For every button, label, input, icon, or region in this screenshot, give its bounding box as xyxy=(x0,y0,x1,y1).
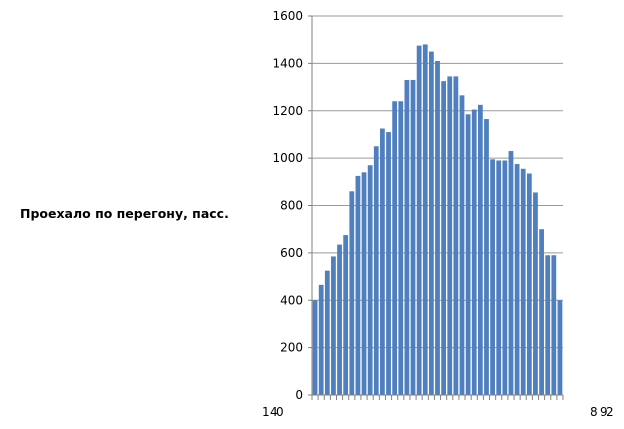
y-tick-labels: 0 200 400 600 800 1000 1200 1400 1600 xyxy=(272,9,303,402)
bar xyxy=(490,159,495,395)
bar xyxy=(404,79,410,396)
bar xyxy=(398,101,404,396)
x-tick-label: 2 xyxy=(606,405,614,419)
x-tick-labels: 1 40 8 92 xyxy=(262,405,614,419)
bar xyxy=(355,175,361,395)
bar xyxy=(416,45,422,396)
bar xyxy=(318,284,324,395)
bar xyxy=(373,146,379,395)
bar xyxy=(380,128,385,395)
bar xyxy=(422,44,428,396)
bar xyxy=(392,101,398,396)
bar xyxy=(477,104,483,395)
bar xyxy=(453,76,459,396)
bar xyxy=(331,256,336,395)
bar xyxy=(441,81,447,395)
y-tick-label: 800 xyxy=(280,199,303,213)
x-tick-label: 0 xyxy=(276,405,284,419)
bar xyxy=(539,229,544,395)
bars xyxy=(312,44,563,396)
bar xyxy=(447,76,453,396)
bar xyxy=(343,235,349,395)
bar xyxy=(349,191,355,395)
bar xyxy=(459,95,465,395)
bar xyxy=(551,255,557,395)
bar xyxy=(386,132,391,395)
x-tick-label: 1 xyxy=(262,405,270,419)
x-tick-label: 9 xyxy=(600,405,608,419)
x-tick-label: 8 xyxy=(590,405,598,419)
bar xyxy=(520,168,526,395)
y-tick-label: 1400 xyxy=(272,56,303,70)
bar xyxy=(471,109,477,395)
bar xyxy=(533,192,538,395)
bar xyxy=(361,172,367,395)
bar xyxy=(367,165,373,395)
bar xyxy=(526,173,532,395)
y-tick-label: 400 xyxy=(280,293,303,307)
bar xyxy=(465,114,471,396)
bar xyxy=(514,164,520,395)
bar xyxy=(545,255,551,395)
bar xyxy=(312,300,318,395)
y-tick-label: 1200 xyxy=(272,104,303,118)
bar xyxy=(508,151,514,395)
x-tick-label: 4 xyxy=(270,405,278,419)
bar xyxy=(557,300,563,395)
bar xyxy=(428,51,434,395)
bar xyxy=(337,244,342,395)
bar xyxy=(502,160,508,395)
bar xyxy=(410,79,416,396)
bar xyxy=(484,119,489,395)
bar xyxy=(324,270,330,395)
side-label: Проехало по перегону, пасс. xyxy=(20,206,229,221)
y-tick-label: 1600 xyxy=(272,9,303,23)
axes xyxy=(311,16,564,400)
bar xyxy=(435,61,440,395)
y-tick-label: 0 xyxy=(295,388,303,402)
y-tick-label: 1000 xyxy=(272,151,303,165)
y-tick-label: 200 xyxy=(280,341,303,355)
y-tick-label: 600 xyxy=(280,246,303,260)
bar xyxy=(496,160,502,395)
